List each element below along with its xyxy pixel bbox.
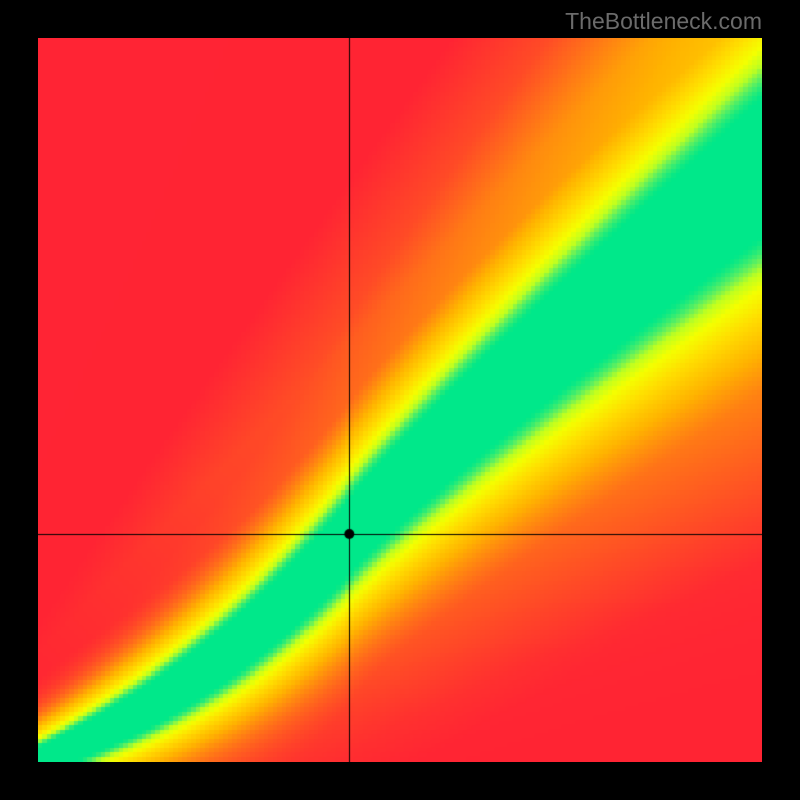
watermark-text: TheBottleneck.com [565, 8, 762, 35]
chart-container: TheBottleneck.com [0, 0, 800, 800]
bottleneck-heatmap [38, 38, 762, 762]
